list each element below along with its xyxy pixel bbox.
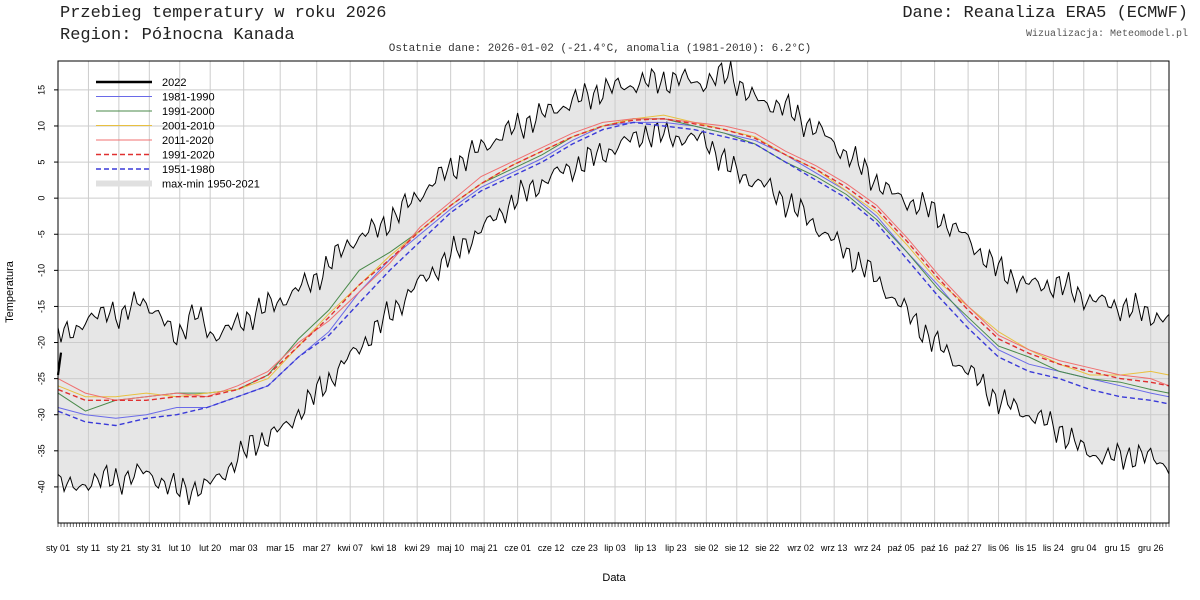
x-tick-label: cze 01	[504, 543, 531, 553]
x-tick-label: wrz 24	[853, 543, 881, 553]
y-tick-label: -30	[36, 408, 46, 421]
y-tick-label: 0	[36, 196, 46, 201]
x-tick-label: sty 11	[77, 543, 100, 553]
series-line-1981-1990	[57, 121, 1170, 419]
x-tick-label: maj 10	[437, 543, 464, 553]
x-tick-label: lut 10	[169, 543, 191, 553]
x-minor-ticks	[57, 523, 1170, 527]
x-tick-label: wrz 02	[786, 543, 814, 553]
x-tick-label: kwi 07	[337, 543, 363, 553]
series-line-1991-2020	[57, 118, 1170, 401]
x-tick-label: sty 01	[46, 543, 70, 553]
x-tick-label: lis 15	[1015, 543, 1036, 553]
x-tick-label: sie 02	[694, 543, 718, 553]
x-tick-label: lis 06	[988, 543, 1009, 553]
y-tick-label: -5	[36, 230, 46, 238]
series-line-2011-2020	[57, 118, 1170, 401]
x-tick-label: cze 12	[538, 543, 565, 553]
y-tick-label: -35	[36, 444, 46, 457]
x-tick-label: kwi 29	[404, 543, 430, 553]
x-tick-label: gru 04	[1071, 543, 1097, 553]
y-tick-label: -25	[36, 372, 46, 385]
x-tick-label: mar 03	[230, 543, 258, 553]
x-tick-label: wrz 13	[820, 543, 848, 553]
last-data-info: Ostatnie dane: 2026-01-02 (-21.4°C, anom…	[388, 43, 812, 55]
legend-label-1991-2020: 1991-2020	[162, 150, 215, 162]
x-tick-label: lip 03	[604, 543, 626, 553]
x-tick-label: mar 27	[303, 543, 331, 553]
y-tick-label: 15	[36, 85, 46, 95]
x-tick-label: sty 31	[137, 543, 161, 553]
x-tick-label: lip 13	[635, 543, 657, 553]
y-tick-label: -10	[36, 264, 46, 277]
x-tick-label: sty 21	[107, 543, 131, 553]
x-tick-label: lip 23	[665, 543, 687, 553]
legend-label-envelope: max-min 1950-2021	[162, 179, 260, 191]
x-axis-label: Data	[602, 572, 626, 584]
x-tick-label: paź 27	[955, 543, 982, 553]
y-tick-label: -20	[36, 336, 46, 349]
y-tick-label: 5	[36, 160, 46, 165]
series-line-1951-1980	[57, 121, 1170, 427]
x-tick-label: cze 23	[571, 543, 598, 553]
legend-label-1981-1990: 1981-1990	[162, 92, 215, 104]
chart-title: Przebieg temperatury w roku 2026	[60, 4, 387, 23]
x-tick-label: paź 16	[921, 543, 948, 553]
legend-label-2022: 2022	[162, 77, 186, 89]
x-tick-label: paź 05	[888, 543, 915, 553]
x-tick-label: lis 24	[1043, 543, 1064, 553]
x-tick-label: gru 15	[1104, 543, 1130, 553]
x-tick-label: maj 21	[471, 543, 498, 553]
y-tick-label: -40	[36, 480, 46, 493]
plot-frame	[57, 60, 1170, 524]
legend-label-1951-1980: 1951-1980	[162, 164, 215, 176]
chart-region: Region: Północna Kanada	[60, 26, 295, 45]
y-axis-label: Temperatura	[4, 260, 16, 323]
data-source: Dane: Reanaliza ERA5 (ECMWF)	[902, 4, 1188, 23]
x-tick-label: kwi 18	[371, 543, 397, 553]
x-tick-label: sie 12	[725, 543, 749, 553]
envelope-band	[58, 61, 1169, 505]
x-tick-label: sie 22	[755, 543, 779, 553]
envelope-min-line	[57, 121, 1170, 506]
y-tick-label: -15	[36, 300, 46, 313]
legend-label-2011-2020: 2011-2020	[162, 135, 214, 147]
x-tick-label: mar 15	[266, 543, 294, 553]
y-tick-label: 10	[36, 121, 46, 131]
legend-label-1991-2000: 1991-2000	[162, 106, 215, 118]
x-tick-label: gru 26	[1138, 543, 1164, 553]
visualization-credit: Wizualizacja: Meteomodel.pl	[1025, 29, 1188, 40]
x-tick-label: lut 20	[199, 543, 221, 553]
legend-label-2001-2010: 2001-2010	[162, 121, 215, 133]
envelope-max-line	[57, 61, 1170, 346]
